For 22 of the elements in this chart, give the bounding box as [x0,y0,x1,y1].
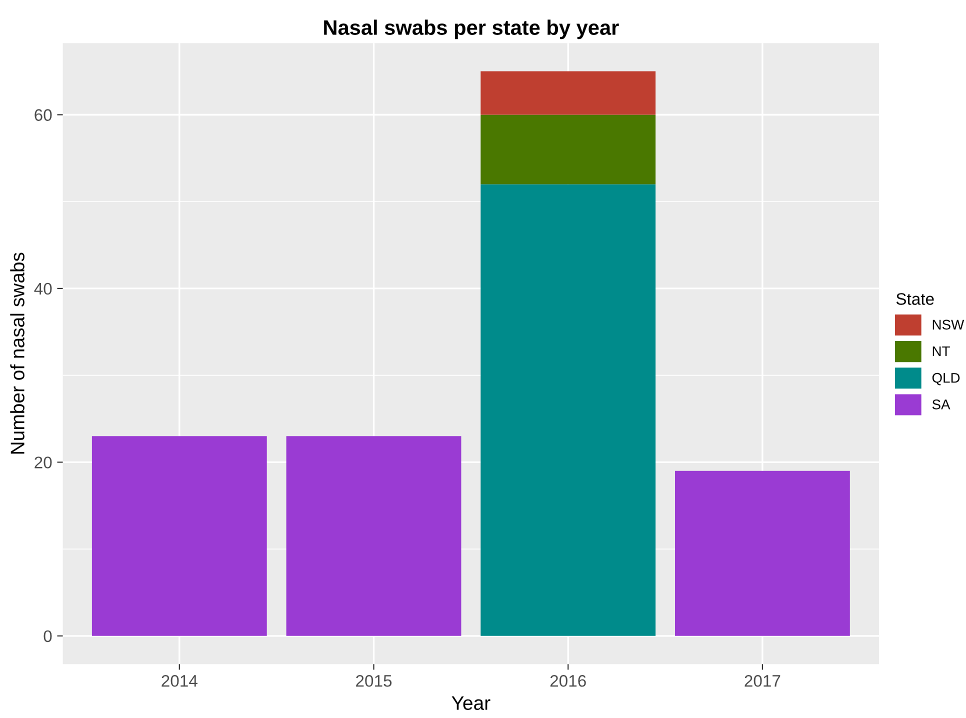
y-tick-label: 0 [44,630,52,642]
x-tick-label: 2014 [162,675,198,687]
bar [480,114,656,184]
y-tick-label: 60 [34,109,52,121]
chart-title: Nasal swabs per state by year [324,20,619,40]
bar [674,470,850,636]
bar [92,436,267,636]
x-tick-label: 2015 [356,675,392,687]
bar [286,436,462,636]
bar [480,184,656,636]
legend-label: NT [932,346,950,356]
x-axis-title: Year [452,696,490,710]
legend-label: SA [932,400,950,410]
y-tick-label: 20 [34,456,52,468]
y-axis-title: Number of nasal swabs [10,252,24,454]
y-tick-label: 40 [34,282,52,295]
bar [480,71,656,115]
x-tick-label: 2017 [744,675,780,687]
legend-title: State [896,293,934,305]
legend-label: NSW [932,320,964,330]
legend-label: QLD [932,372,960,386]
x-tick-label: 2016 [550,675,586,687]
